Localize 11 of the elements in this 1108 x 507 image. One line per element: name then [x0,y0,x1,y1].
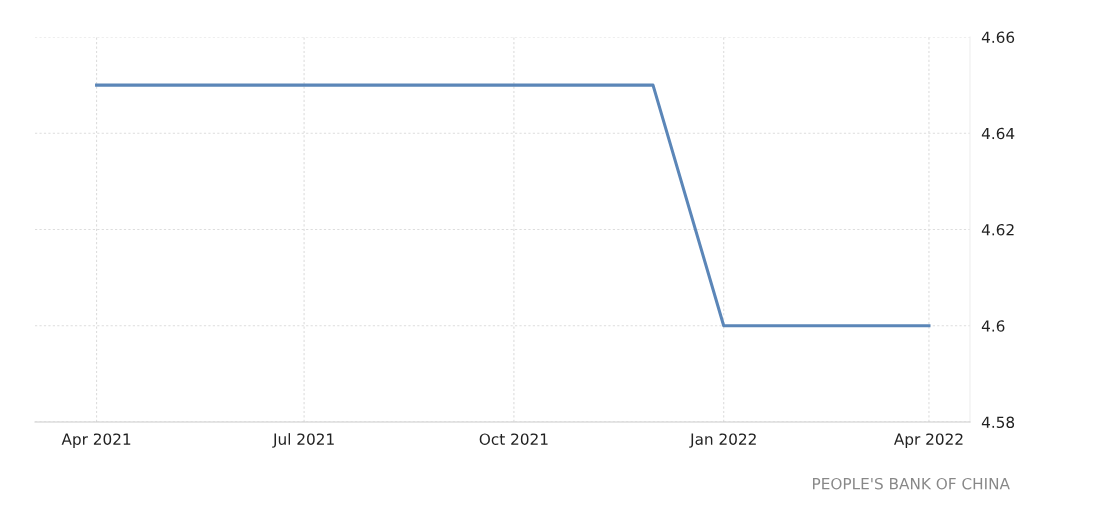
y-tick-label: 4.64 [981,127,1015,140]
text: PEOPLE'S BANK OF CHINA [813,477,1010,490]
y-tick-label: 4.62 [981,223,1014,236]
x-tick-label: Apr 2021 [61,433,131,448]
y-tick-label: 4.66 [981,31,1015,44]
x-tick-label: Jan 2022 [689,433,756,448]
x-tick-label: Jul 2021 [272,433,334,448]
x-tick-label: Apr 2022 [893,433,963,448]
y-tick-label: 4.6 [981,320,1005,332]
x-tick-label: Oct 2021 [479,433,548,445]
y-tick-label: 4.58 [981,416,1015,429]
